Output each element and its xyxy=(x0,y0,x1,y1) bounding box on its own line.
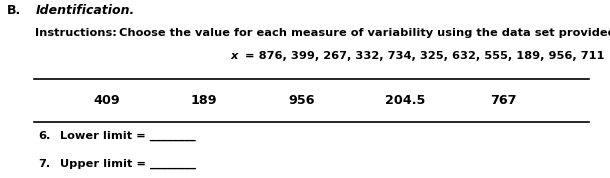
Text: Choose the value for each measure of variability using the data set provided.: Choose the value for each measure of var… xyxy=(119,28,610,38)
Text: 409: 409 xyxy=(93,94,120,107)
Text: 204.5: 204.5 xyxy=(386,94,426,107)
Text: B.: B. xyxy=(7,4,21,17)
Text: 6.: 6. xyxy=(38,131,50,141)
Text: = 876, 399, 267, 332, 734, 325, 632, 555, 189, 956, 711: = 876, 399, 267, 332, 734, 325, 632, 555… xyxy=(245,51,605,61)
Text: x: x xyxy=(231,51,238,61)
Text: Instructions:: Instructions: xyxy=(35,28,117,38)
Text: 956: 956 xyxy=(289,94,315,107)
Text: 7.: 7. xyxy=(38,159,50,169)
Text: 767: 767 xyxy=(490,94,517,107)
Text: Upper limit = ________: Upper limit = ________ xyxy=(60,159,196,169)
Text: 189: 189 xyxy=(191,94,218,107)
Text: Identification.: Identification. xyxy=(35,4,135,17)
Text: Lower limit = ________: Lower limit = ________ xyxy=(60,131,196,141)
